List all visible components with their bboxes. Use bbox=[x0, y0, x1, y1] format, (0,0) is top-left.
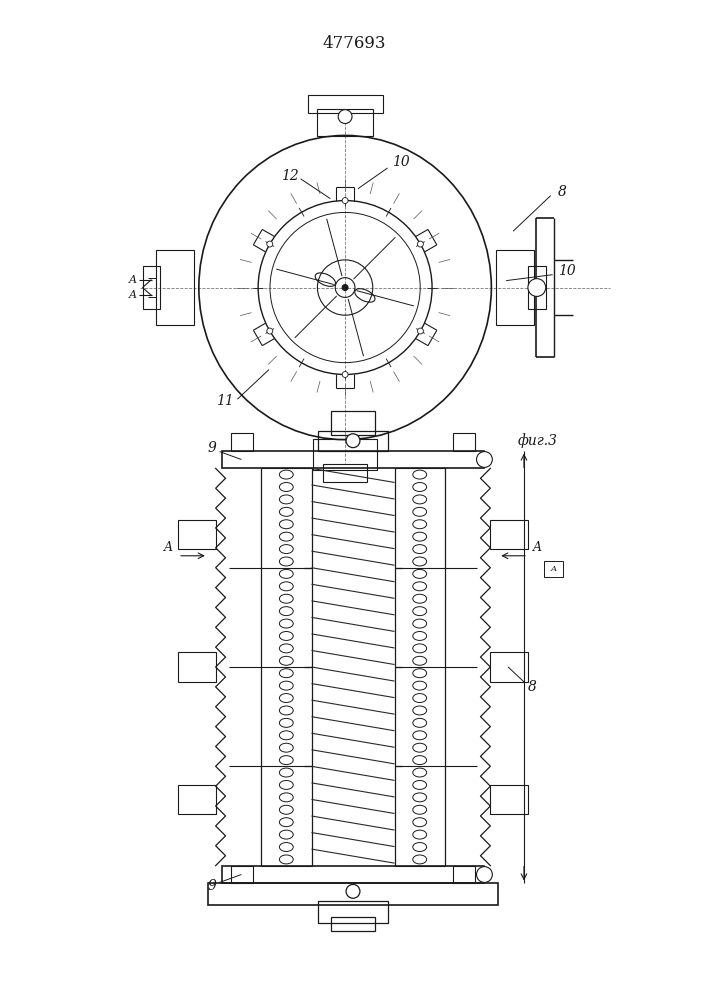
Bar bbox=[496, 250, 534, 325]
Bar bbox=[491, 520, 528, 549]
Bar bbox=[332, 917, 375, 931]
Text: A: A bbox=[129, 275, 136, 285]
Text: A: A bbox=[164, 541, 173, 554]
Bar bbox=[528, 266, 546, 309]
Bar bbox=[452, 433, 474, 451]
Text: 12: 12 bbox=[281, 169, 298, 183]
Bar bbox=[221, 866, 484, 883]
Bar bbox=[156, 250, 194, 325]
Text: 11: 11 bbox=[216, 394, 233, 408]
Bar bbox=[143, 266, 160, 309]
Bar bbox=[208, 883, 498, 905]
Bar bbox=[313, 439, 377, 470]
Bar bbox=[318, 901, 387, 923]
Bar bbox=[178, 520, 216, 549]
Bar bbox=[308, 95, 382, 113]
Bar bbox=[318, 431, 387, 451]
Bar bbox=[452, 866, 474, 883]
Bar bbox=[317, 109, 373, 136]
Circle shape bbox=[342, 372, 348, 377]
Bar bbox=[544, 561, 563, 577]
Circle shape bbox=[346, 884, 360, 898]
Circle shape bbox=[417, 328, 423, 334]
Text: A: A bbox=[533, 541, 542, 554]
Text: 10: 10 bbox=[558, 264, 575, 278]
Text: 8: 8 bbox=[528, 680, 537, 694]
Bar bbox=[491, 652, 528, 682]
Text: 8: 8 bbox=[558, 185, 566, 199]
Text: A: A bbox=[129, 290, 136, 300]
Circle shape bbox=[477, 867, 492, 882]
Circle shape bbox=[528, 279, 546, 296]
Bar bbox=[231, 866, 253, 883]
Bar bbox=[323, 464, 367, 482]
Text: 9: 9 bbox=[208, 441, 216, 455]
Text: 9: 9 bbox=[208, 879, 216, 893]
Circle shape bbox=[267, 328, 273, 334]
Circle shape bbox=[417, 241, 423, 247]
Bar bbox=[332, 411, 375, 435]
Circle shape bbox=[267, 241, 273, 247]
Text: 10: 10 bbox=[392, 155, 409, 169]
Bar bbox=[221, 451, 484, 468]
Bar bbox=[491, 785, 528, 814]
Bar bbox=[231, 433, 253, 451]
Bar bbox=[178, 785, 216, 814]
Text: фиг.3: фиг.3 bbox=[518, 433, 558, 448]
Bar bbox=[178, 652, 216, 682]
Text: 477693: 477693 bbox=[322, 35, 386, 52]
Text: A: A bbox=[551, 565, 556, 573]
Circle shape bbox=[338, 110, 352, 123]
Circle shape bbox=[342, 198, 348, 204]
Circle shape bbox=[477, 452, 492, 467]
Circle shape bbox=[346, 434, 360, 448]
Circle shape bbox=[342, 285, 348, 290]
